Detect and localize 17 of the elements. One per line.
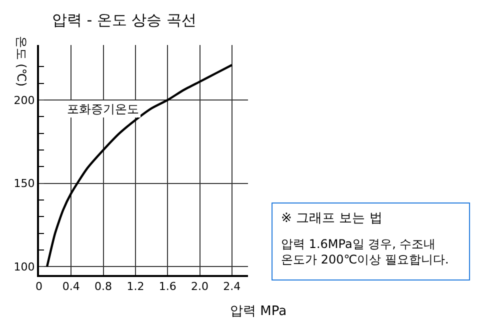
x-tick-label: 2.4 <box>223 280 241 294</box>
y-tick-label: 100 <box>14 260 35 274</box>
x-tick-label: 1.6 <box>158 280 176 294</box>
x-tick-label: 0 <box>36 280 42 294</box>
chart-title: 압력 - 온도 상승 곡선 <box>52 11 196 29</box>
text: ※ 그래프 보는 법 <box>281 211 382 226</box>
x-tick-label: 0.4 <box>62 280 80 294</box>
y-tick-label: 150 <box>14 177 35 190</box>
annotation: 포화증기온도 <box>67 102 139 116</box>
x-tick-label: 0.8 <box>94 280 112 294</box>
y-tick-label: 200 <box>14 94 35 107</box>
line-series <box>46 64 234 268</box>
x-axis-title: 압력 MPa <box>230 304 287 319</box>
text: 압력 1.6MPa일 경우, 수조내 온도가 200℃이상 필요합니다. <box>281 237 449 267</box>
x-tick-label: 2.0 <box>191 280 209 294</box>
x-tick-label: 1.2 <box>126 280 144 294</box>
y-axis-title: 온도 (℃) <box>14 36 28 87</box>
